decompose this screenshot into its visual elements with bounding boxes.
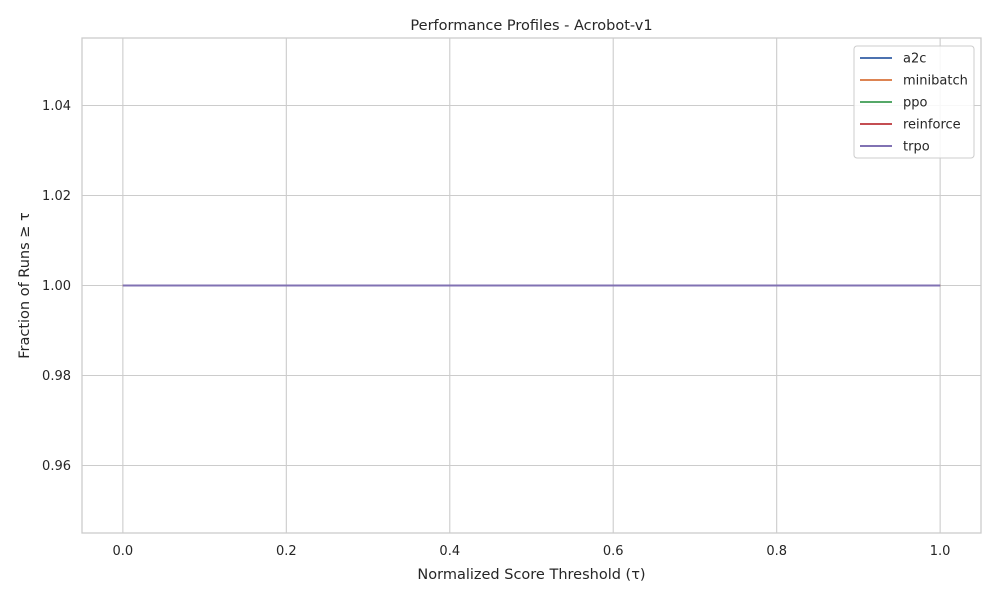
legend-label-reinforce: reinforce — [903, 118, 961, 133]
x-tick-label: 1.0 — [930, 544, 951, 559]
y-tick-label: 0.98 — [42, 369, 71, 384]
chart-title: Performance Profiles - Acrobot-v1 — [410, 18, 652, 34]
y-tick-label: 1.00 — [42, 279, 71, 294]
x-tick-label: 0.4 — [439, 544, 460, 559]
x-axis-label: Normalized Score Threshold (τ) — [417, 567, 645, 583]
x-tick-label: 0.6 — [603, 544, 624, 559]
plot-frame — [81, 37, 982, 534]
legend-label-trpo: trpo — [903, 140, 930, 155]
y-tick-label: 1.02 — [42, 189, 71, 204]
legend-label-a2c: a2c — [903, 52, 926, 67]
x-tick-labels: 0.0 0.2 0.4 0.6 0.8 1.0 — [113, 544, 951, 559]
y-axis-label: Fraction of Runs ≥ τ — [17, 212, 33, 359]
x-tick-label: 0.2 — [276, 544, 297, 559]
x-tick-label: 0.8 — [766, 544, 787, 559]
y-tick-labels: 0.96 0.98 1.00 1.02 1.04 — [42, 99, 71, 474]
legend-label-ppo: ppo — [903, 96, 928, 111]
legend: a2c minibatch ppo reinforce trpo — [853, 45, 975, 159]
y-tick-label: 0.96 — [42, 459, 71, 474]
y-tick-label: 1.04 — [42, 99, 71, 114]
legend-frame — [853, 45, 975, 159]
x-tick-label: 0.0 — [113, 544, 134, 559]
legend-label-minibatch: minibatch — [903, 74, 968, 89]
